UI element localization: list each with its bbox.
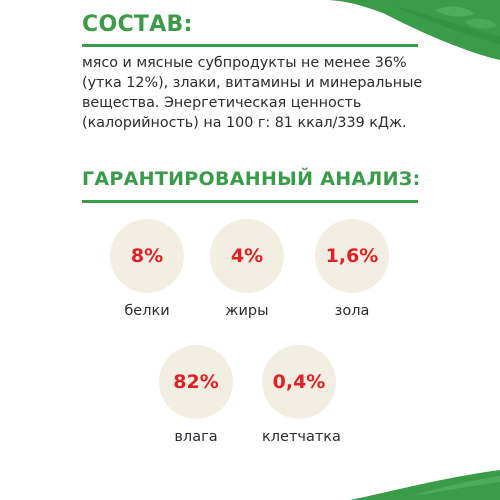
nutrient-label: белки xyxy=(124,303,170,319)
nutrient-value: 82% xyxy=(173,371,219,393)
nutrient-moisture: 82% влага xyxy=(159,345,233,445)
nutrient-fat: 4% жиры xyxy=(210,219,284,319)
leaf-bottom-decoration-icon xyxy=(350,470,500,500)
nutrient-label: клетчатка xyxy=(262,429,341,445)
nutrient-fiber: 0,4% клетчатка xyxy=(262,345,341,445)
nutrient-label: жиры xyxy=(225,303,269,319)
nutrient-circle: 82% xyxy=(159,345,233,419)
composition-text: мясо и мясные субпродукты не менее 36% (… xyxy=(82,55,423,131)
title-divider xyxy=(82,44,418,47)
analysis-title: ГАРАНТИРОВАННЫЙ АНАЛИЗ: xyxy=(82,168,421,190)
nutrient-protein: 8% белки xyxy=(110,219,184,319)
nutrient-value: 4% xyxy=(230,245,264,267)
nutrient-circle: 4% xyxy=(210,219,284,293)
nutrient-value: 8% xyxy=(130,245,164,267)
composition-title: СОСТАВ: xyxy=(82,12,193,37)
nutrient-ash: 1,6% зола xyxy=(315,219,389,319)
nutrient-value: 0,4% xyxy=(272,371,326,393)
nutrient-circle: 1,6% xyxy=(315,219,389,293)
nutrient-label: зола xyxy=(334,303,370,319)
nutrient-circle: 0,4% xyxy=(262,345,336,419)
title-divider xyxy=(82,200,418,203)
nutrient-circle: 8% xyxy=(110,219,184,293)
leaf-decoration-icon xyxy=(325,0,500,60)
nutrient-label: влага xyxy=(174,429,218,445)
nutrient-value: 1,6% xyxy=(325,245,379,267)
